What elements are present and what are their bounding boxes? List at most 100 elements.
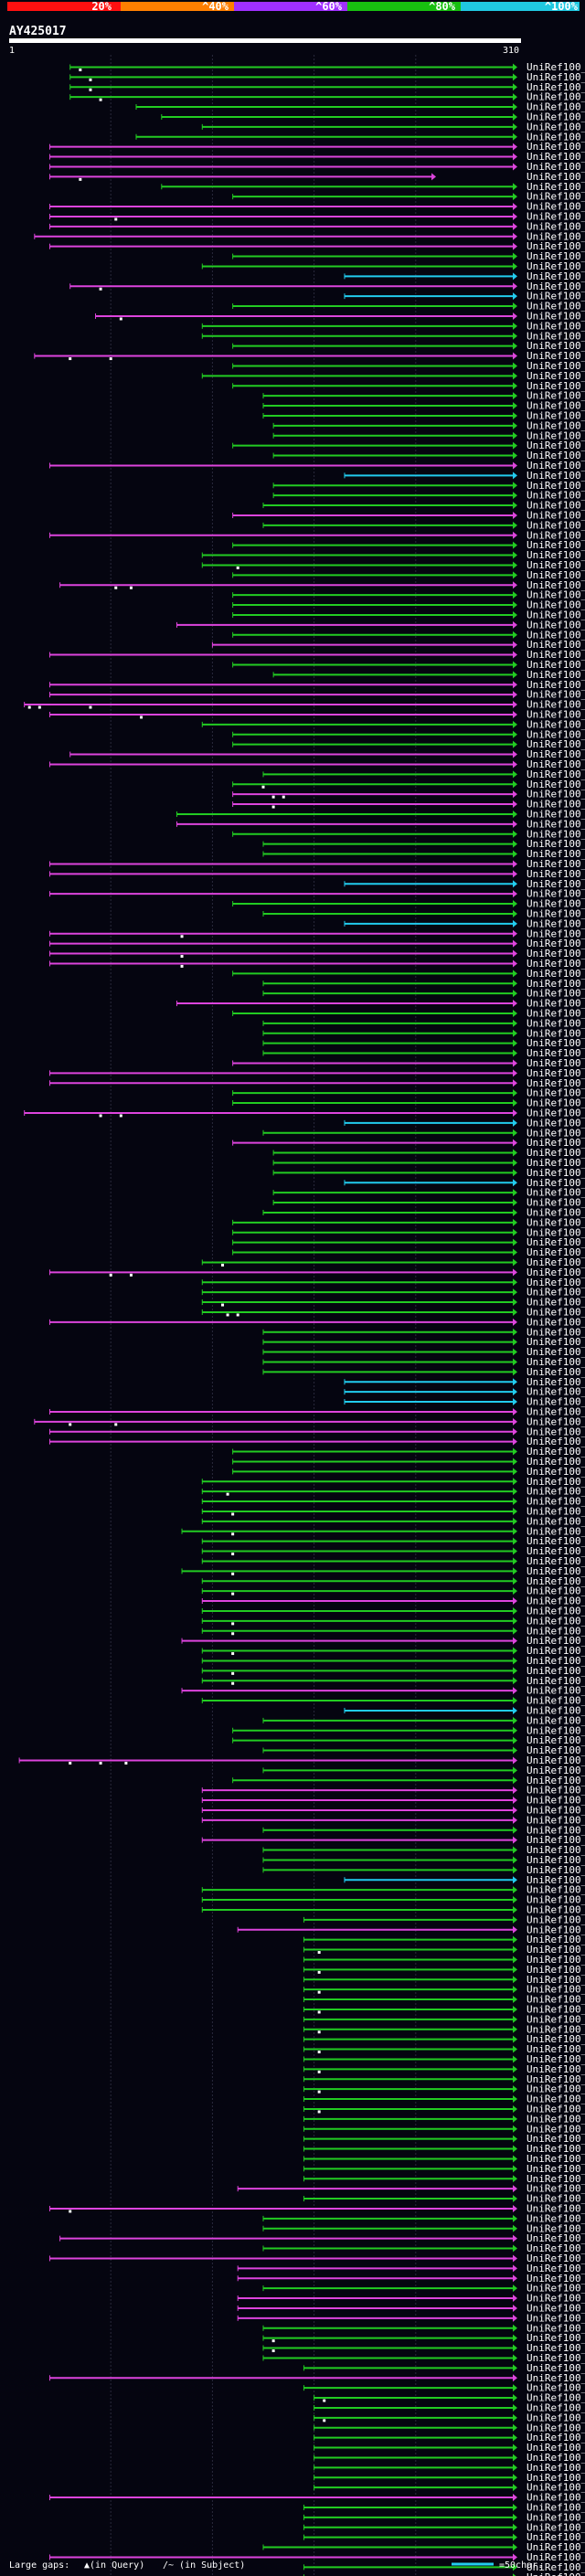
- hit-label[interactable]: UniRef100_Q9S292: [526, 907, 585, 919]
- hit-row[interactable]: UniRef100_Q8LTX5: [135, 131, 585, 143]
- hit-label[interactable]: UniRef100_UP1000..: [526, 2392, 585, 2404]
- hit-label[interactable]: UniRef100_A2R5Z1: [526, 1236, 585, 1248]
- hit-label[interactable]: UniRef100_B9S872: [526, 838, 585, 850]
- hit-label[interactable]: UniRef100_B9HP18: [526, 858, 585, 870]
- hit-row[interactable]: UniRef100_Q17CZ5: [201, 260, 585, 272]
- hit-row[interactable]: UniRef100_C4TLL4: [48, 679, 585, 691]
- hit-row[interactable]: UniRef100_B9HUG8: [201, 370, 585, 382]
- hit-label[interactable]: UniRef100_UP1000..: [526, 1525, 585, 1537]
- hit-row[interactable]: UniRef100_Q9S292: [262, 907, 585, 919]
- hit-row[interactable]: UniRef100_Q0VVB0: [232, 1226, 585, 1238]
- hit-label[interactable]: UniRef100_C6T3D5: [526, 1127, 585, 1139]
- hit-label[interactable]: UniRef100_B4JSW9: [526, 1804, 585, 1816]
- hit-row[interactable]: UniRef100_B9RU00: [211, 639, 585, 651]
- hit-label[interactable]: UniRef100_A9SZ24: [526, 1754, 585, 1766]
- hit-row[interactable]: UniRef100_UP1000..: [344, 270, 585, 282]
- hit-row[interactable]: UniRef100_C5YOQ1: [262, 1326, 585, 1338]
- hit-row[interactable]: UniRef100_UP1000..: [303, 2053, 585, 2065]
- hit-label[interactable]: UniRef100_B9RU00: [526, 639, 585, 651]
- hit-label[interactable]: UniRef100_UP1000..: [526, 350, 585, 362]
- hit-label[interactable]: UniRef100_B9GBT7: [526, 2551, 585, 2563]
- hit-row[interactable]: UniRef100_C5ULE4: [262, 2322, 585, 2334]
- hit-label[interactable]: UniRef100_Q2V3M4: [526, 968, 585, 980]
- hit-row[interactable]: UniRef100_C5XYZ5: [48, 689, 585, 701]
- hit-label[interactable]: UniRef100_Q8LES9: [526, 1107, 585, 1118]
- hit-label[interactable]: UniRef100_UP1000..: [526, 1505, 585, 1517]
- hit-row[interactable]: UniRef100_B9S872: [262, 838, 585, 850]
- hit-row[interactable]: UniRef100_B9INM6: [262, 1346, 585, 1358]
- hit-label[interactable]: UniRef100_Q24199: [526, 1415, 585, 1427]
- hit-row[interactable]: UniRef100_UP1000..: [201, 1256, 585, 1268]
- hit-label[interactable]: UniRef100_UP1000..: [526, 748, 585, 760]
- hit-label[interactable]: UniRef100_B9S8Z0: [526, 301, 585, 313]
- hit-row[interactable]: UniRef100_UP1000..: [232, 1087, 585, 1099]
- hit-row[interactable]: UniRef100_Q6NNV8: [232, 1246, 585, 1258]
- hit-row[interactable]: UniRef100_A3PZW3: [237, 2273, 585, 2284]
- hit-label[interactable]: UniRef100_Q0CXU2: [526, 400, 585, 412]
- hit-row[interactable]: UniRef100_Q3L3S8: [201, 1297, 585, 1309]
- hit-label[interactable]: UniRef100_UP1000..: [526, 2013, 585, 2025]
- hit-label[interactable]: UniRef100_Q016M1: [526, 1724, 585, 1736]
- hit-label[interactable]: UniRef100_C5XB87: [526, 2193, 585, 2205]
- hit-row[interactable]: UniRef100_A3LS52: [201, 1834, 585, 1846]
- hit-label[interactable]: UniRef100_Q4S5Y3: [526, 1765, 585, 1776]
- hit-row[interactable]: UniRef100_B9SRF7: [201, 320, 585, 332]
- hit-row[interactable]: UniRef100_B4QMQ5: [48, 1436, 585, 1447]
- hit-label[interactable]: UniRef100_B9I420: [526, 988, 585, 1000]
- hit-row[interactable]: UniRef100_A1DHX6: [262, 409, 585, 421]
- hit-label[interactable]: UniRef100_UP1000..: [526, 1984, 585, 1996]
- hit-label[interactable]: UniRef100_Q7U8G2: [526, 2153, 585, 2165]
- hit-row[interactable]: UniRef100_B9S8EL: [48, 2202, 585, 2214]
- hit-label[interactable]: UniRef100_B9FGL0: [526, 1037, 585, 1049]
- hit-label[interactable]: UniRef100_B6SXD0: [526, 201, 585, 213]
- hit-label[interactable]: UniRef100_B9H8E2: [526, 1157, 585, 1169]
- hit-row[interactable]: UniRef100_UP1000..: [237, 1924, 585, 1935]
- hit-row[interactable]: UniRef100_UP1000..: [201, 1496, 585, 1508]
- hit-row[interactable]: UniRef100_UP1000..: [232, 1097, 585, 1109]
- hit-label[interactable]: UniRef100_Q9ZT50: [526, 917, 585, 929]
- hit-label[interactable]: UniRef100_UP1000..: [526, 1944, 585, 1956]
- hit-row[interactable]: UniRef100_B9GUR0: [262, 1017, 585, 1029]
- hit-row[interactable]: UniRef100_B9FH92: [303, 2561, 585, 2573]
- hit-row[interactable]: UniRef100_Q6AU11: [314, 2452, 585, 2464]
- hit-row[interactable]: UniRef100_A9SWN4: [344, 470, 585, 482]
- hit-row[interactable]: UniRef100_Q2QUY8: [314, 2462, 585, 2474]
- hit-label[interactable]: UniRef100_B9RLW6: [526, 978, 585, 990]
- hit-row[interactable]: UniRef100_B9S8Z0: [232, 301, 585, 313]
- hit-label[interactable]: UniRef100_Q8LDB8: [526, 2362, 585, 2374]
- hit-label[interactable]: UniRef100_B4LZS0: [526, 1426, 585, 1437]
- hit-label[interactable]: UniRef100_B4MJ13: [526, 1785, 585, 1797]
- hit-label[interactable]: UniRef100_UP1000..: [526, 1585, 585, 1597]
- hit-label[interactable]: UniRef100_A2Y495: [526, 1775, 585, 1786]
- hit-row[interactable]: UniRef100_UP1000..: [201, 1505, 585, 1517]
- hit-row[interactable]: UniRef100_B9GGD5: [262, 2541, 585, 2553]
- hit-label[interactable]: UniRef100_B9HQ61: [526, 250, 585, 262]
- hit-row[interactable]: UniRef100_C5XSB3: [314, 2482, 585, 2494]
- hit-label[interactable]: UniRef100_Q4UEX5: [526, 1386, 585, 1398]
- hit-label[interactable]: UniRef100_UP1000..: [526, 1446, 585, 1458]
- hit-label[interactable]: UniRef100_B9MU34: [526, 2521, 585, 2533]
- hit-row[interactable]: UniRef100_UP1000..: [48, 928, 585, 939]
- hit-label[interactable]: UniRef100_UP1000..: [526, 1655, 585, 1667]
- hit-row[interactable]: UniRef100_UP1000..: [303, 2043, 585, 2055]
- hit-row[interactable]: UniRef100_B9H582: [69, 91, 585, 103]
- hit-row[interactable]: UniRef100_UP1000..: [59, 579, 585, 591]
- hit-row[interactable]: UniRef100_B9GAF0: [201, 718, 585, 730]
- hit-row[interactable]: UniRef100_A9NTT7: [48, 529, 585, 541]
- hit-row[interactable]: UniRef100_B9HF26: [161, 111, 585, 122]
- hit-label[interactable]: UniRef100_UP1000..: [526, 948, 585, 959]
- hit-row[interactable]: UniRef100_Q9XGS2: [176, 818, 585, 830]
- hit-label[interactable]: UniRef100_Q6NNV8: [526, 1246, 585, 1258]
- hit-row[interactable]: UniRef100_B9RUX5: [303, 2511, 585, 2523]
- hit-label[interactable]: UniRef100_B4QMQ5: [526, 1436, 585, 1447]
- hit-row[interactable]: UniRef100_A7Q7B0: [344, 1376, 585, 1388]
- hit-label[interactable]: UniRef100_Q8LTX5: [526, 131, 585, 143]
- hit-label[interactable]: UniRef100_UP1000..: [526, 1486, 585, 1498]
- hit-row[interactable]: UniRef100_UP1000..: [201, 1585, 585, 1597]
- hit-label[interactable]: UniRef100_Q29AY8: [526, 1405, 585, 1417]
- hit-label[interactable]: UniRef100_B4K4P0: [526, 2302, 585, 2314]
- hit-row[interactable]: UniRef100_C3ZVV7: [232, 659, 585, 671]
- hit-label[interactable]: UniRef100_B6KUR3: [526, 1047, 585, 1059]
- hit-label[interactable]: UniRef100_Q17CZ5: [526, 260, 585, 272]
- hit-row[interactable]: UniRef100_Q9ZT50: [344, 917, 585, 929]
